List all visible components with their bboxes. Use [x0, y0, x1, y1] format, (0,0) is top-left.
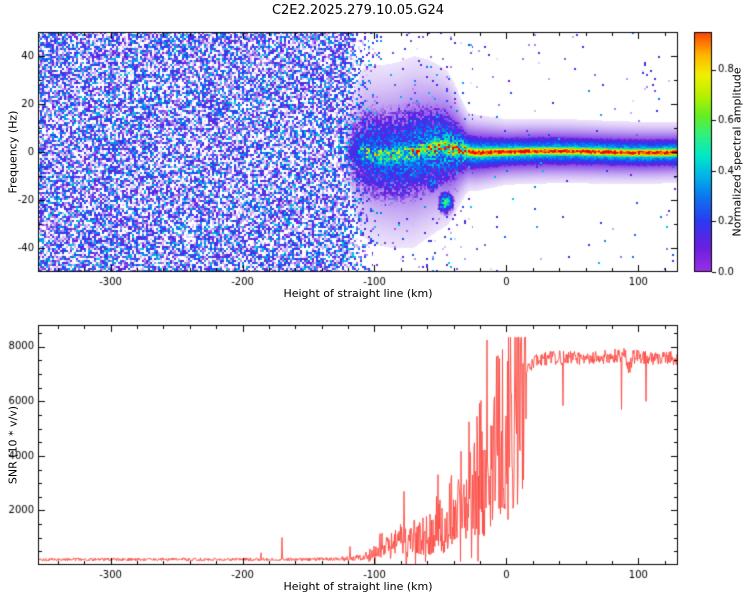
spectrogram-xlabel: Height of straight line (km): [283, 287, 433, 300]
colorbar-label: Normalized spectral amplitude: [730, 67, 744, 237]
snr-ylabel: SNR (10 * v/v): [6, 405, 20, 485]
figure-title: C2E2.2025.279.10.05.G24: [271, 3, 445, 18]
spectrogram-ylabel: Frequency (Hz): [6, 110, 20, 194]
snr-xlabel: Height of straight line (km): [283, 580, 433, 593]
